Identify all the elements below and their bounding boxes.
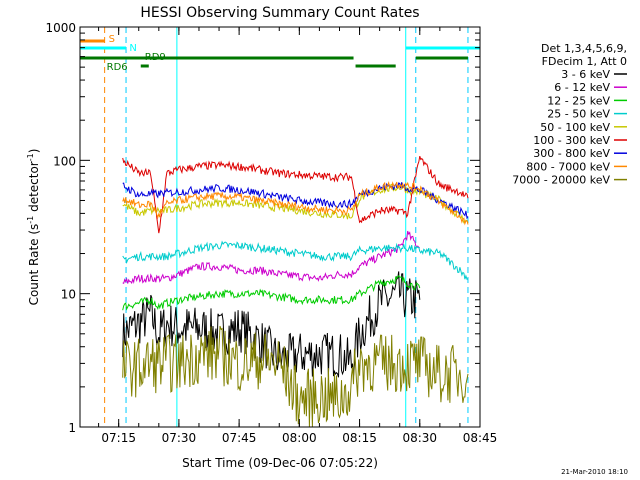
legend-entry-label: 7000 - 20000 keV	[512, 174, 610, 187]
chart-title: HESSI Observing Summary Count Rates	[140, 5, 419, 21]
legend-entry-label: 100 - 300 keV	[533, 134, 610, 147]
series-line	[122, 180, 469, 226]
legend-entry-label: 50 - 100 keV	[540, 121, 610, 134]
series-line	[122, 275, 421, 311]
series-line	[122, 183, 469, 224]
plot-frame	[79, 26, 481, 428]
legend-entry-label: 3 - 6 keV	[561, 68, 610, 81]
x-tick-label: 08:30	[402, 431, 437, 445]
series-line	[122, 240, 469, 281]
y-axis-label: Count Rate (s-1 detector-1)	[26, 149, 41, 306]
x-tick-label: 07:45	[222, 431, 257, 445]
legend-entry-label: 6 - 12 keV	[554, 81, 610, 94]
legend: Det 1,3,4,5,6,9, FDecim 1, Att 0 3 - 6 k…	[512, 42, 627, 187]
x-tick-label: 07:30	[162, 431, 197, 445]
plot-area: S N RD9 RD6	[80, 27, 480, 427]
legend-entry-label: 25 - 50 keV	[547, 108, 610, 121]
y-tick-label: 1	[68, 421, 76, 435]
flag-label: RD6	[107, 62, 128, 73]
series-line	[122, 325, 469, 427]
x-tick-label: 08:45	[463, 431, 498, 445]
series-line	[122, 271, 421, 378]
x-tick-label: 08:15	[342, 431, 377, 445]
y-tick-label: 1000	[45, 21, 76, 35]
footer-timestamp: 21-Mar-2010 18:10	[561, 468, 628, 476]
flag-label: RD9	[145, 52, 166, 63]
series-line	[122, 230, 421, 285]
legend-header-2: FDecim 1, Att 0	[542, 55, 627, 68]
series-line	[122, 182, 469, 220]
x-tick-label: 08:00	[282, 431, 317, 445]
y-tick-label: 10	[61, 288, 76, 302]
legend-header-1: Det 1,3,4,5,6,9,	[541, 42, 627, 55]
legend-entry-label: 300 - 800 keV	[533, 147, 610, 160]
x-tick-label: 07:15	[101, 431, 136, 445]
legend-entry-label: 800 - 7000 keV	[526, 160, 610, 173]
series-line	[122, 155, 469, 234]
flag-label: N	[129, 43, 136, 54]
legend-entry-label: 12 - 25 keV	[547, 94, 610, 107]
y-tick-label: 100	[53, 154, 76, 168]
axes: 07:15 07:30 07:45 08:00 08:15 08:30 08:45 1 10 10…	[45, 21, 497, 445]
flag-label: S	[109, 34, 115, 45]
x-axis-label: Start Time (09-Dec-06 07:05:22)	[182, 456, 378, 470]
